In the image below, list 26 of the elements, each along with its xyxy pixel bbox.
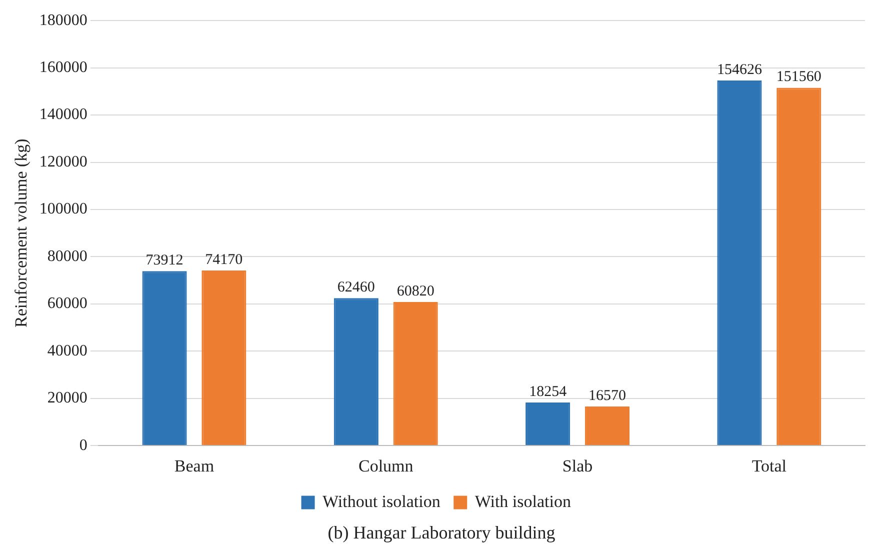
y-tick-label: 80000: [47, 248, 88, 265]
y-tick-label: 40000: [47, 342, 88, 360]
data-label: 60820: [396, 283, 434, 300]
legend-label: Without isolation: [322, 492, 441, 511]
y-tick-label: 120000: [39, 153, 88, 170]
x-tick-label: Beam: [174, 456, 214, 476]
y-tick-label: 60000: [47, 295, 88, 312]
y-tick-label: 140000: [39, 106, 88, 124]
legend-label: With isolation: [474, 492, 572, 511]
y-tick-label: 160000: [39, 59, 88, 76]
data-label: 73912: [146, 252, 184, 269]
y-tick-label: 20000: [47, 390, 88, 407]
y-tick-label: 0: [79, 436, 88, 454]
y-axis-title: Reinforcement volume (kg): [12, 138, 31, 328]
data-label: 154626: [716, 62, 762, 78]
data-label: 16570: [588, 388, 626, 404]
x-tick-label: Total: [752, 456, 787, 476]
y-tick-label: 180000: [39, 12, 88, 29]
data-label: 62460: [337, 280, 375, 296]
data-label: 151560: [776, 69, 822, 86]
data-label: 74170: [205, 252, 243, 268]
x-tick-label: Slab: [562, 456, 593, 476]
data-label: 18254: [529, 384, 568, 400]
text: (b) Hangar Laboratory building: [328, 522, 556, 543]
y-tick-label: 100000: [39, 200, 88, 218]
x-tick-label: Column: [358, 456, 414, 476]
